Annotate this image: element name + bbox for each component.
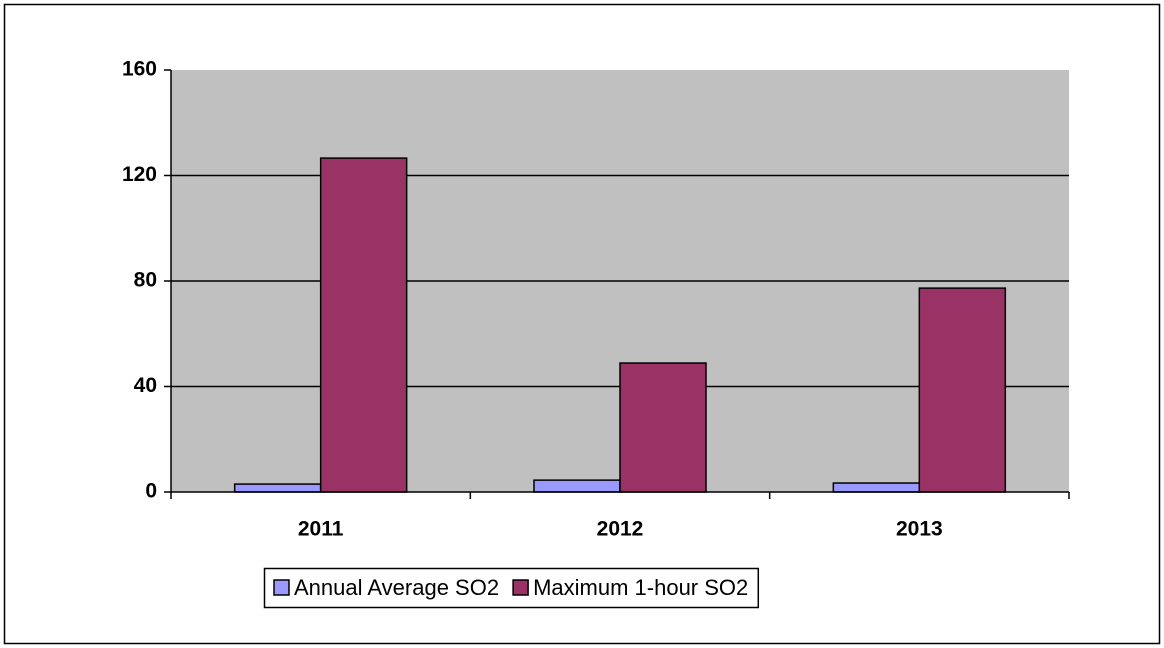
bar — [533, 479, 621, 493]
bar — [319, 157, 408, 493]
y-tick-label: 40 — [134, 374, 157, 397]
legend-label: Maximum 1-hour SO2 — [533, 575, 748, 600]
bar — [832, 482, 921, 493]
bar — [233, 483, 322, 493]
bar — [918, 287, 1007, 493]
x-tick-label: 2013 — [896, 518, 943, 541]
bar — [619, 362, 707, 493]
legend-swatch — [512, 579, 529, 596]
x-tick-label: 2012 — [597, 518, 644, 541]
legend-box — [263, 567, 760, 609]
y-tick-label: 120 — [122, 163, 157, 186]
legend-swatch — [273, 579, 290, 596]
y-tick-label: 160 — [122, 58, 157, 81]
legend-label: Annual Average SO2 — [294, 575, 499, 600]
y-tick-label: 80 — [134, 269, 157, 292]
x-tick-label: 2011 — [298, 518, 344, 541]
y-tick-label: 0 — [145, 480, 157, 503]
